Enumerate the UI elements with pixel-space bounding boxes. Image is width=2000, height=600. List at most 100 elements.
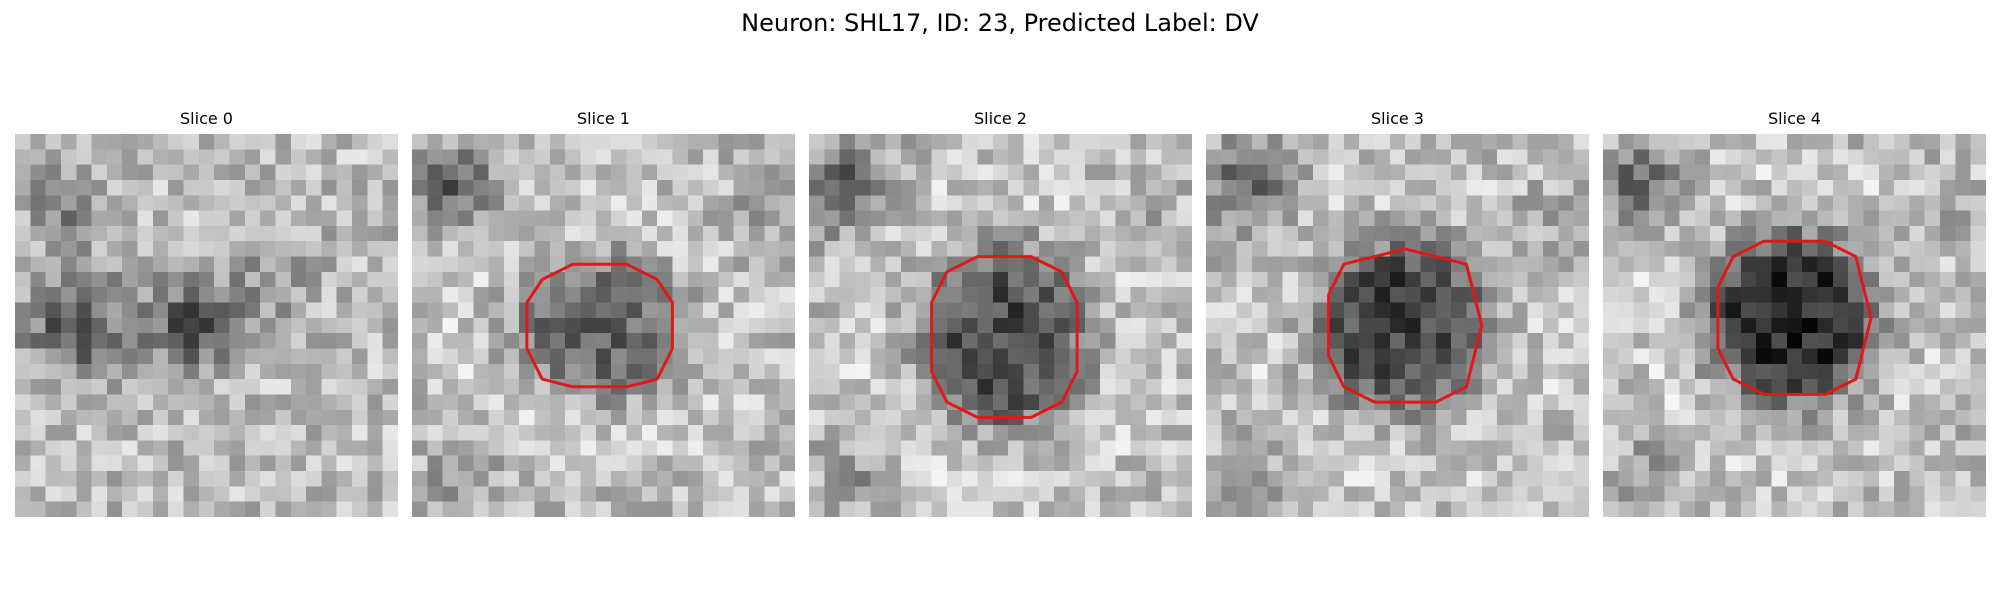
image-pixel <box>30 317 47 334</box>
image-pixel <box>382 471 398 487</box>
image-pixel <box>412 241 428 258</box>
image-pixel <box>1648 379 1665 396</box>
image-pixel <box>1664 379 1681 396</box>
image-pixel <box>503 134 520 150</box>
image-pixel <box>229 348 246 365</box>
image-pixel <box>824 394 841 411</box>
image-pixel <box>1558 455 1575 472</box>
image-pixel <box>214 210 231 227</box>
image-pixel <box>1206 149 1222 166</box>
image-pixel <box>657 455 674 472</box>
image-pixel <box>1069 241 1086 258</box>
image-pixel <box>703 256 719 273</box>
image-pixel <box>931 333 948 350</box>
image-pixel <box>244 302 261 319</box>
image-pixel <box>1832 134 1849 150</box>
image-pixel <box>1343 317 1360 334</box>
image-pixel <box>1633 409 1650 426</box>
slice-image <box>1206 134 1589 517</box>
image-pixel <box>122 210 139 227</box>
image-pixel <box>321 271 338 288</box>
image-pixel <box>809 471 825 487</box>
image-pixel <box>839 363 856 380</box>
image-pixel <box>1176 287 1192 304</box>
image-pixel <box>549 409 566 426</box>
image-pixel <box>122 471 139 487</box>
image-pixel <box>1756 134 1773 150</box>
image-pixel <box>809 164 825 181</box>
image-pixel <box>1313 271 1330 288</box>
image-pixel <box>1328 425 1345 441</box>
image-pixel <box>1146 425 1162 441</box>
image-pixel <box>1008 425 1025 441</box>
image-pixel <box>992 425 1009 441</box>
image-pixel <box>427 225 444 242</box>
image-pixel <box>503 471 520 487</box>
image-pixel <box>977 501 994 517</box>
image-pixel <box>1282 195 1299 212</box>
image-pixel <box>1940 179 1956 196</box>
image-pixel <box>229 471 246 487</box>
image-pixel <box>657 164 674 181</box>
image-pixel <box>733 164 750 181</box>
image-pixel <box>1176 486 1192 503</box>
image-pixel <box>1786 256 1803 273</box>
image-pixel <box>15 210 31 227</box>
image-pixel <box>1297 134 1314 150</box>
image-pixel <box>931 317 948 334</box>
image-pixel <box>1481 379 1498 396</box>
image-pixel <box>1054 440 1071 457</box>
image-pixel <box>1955 348 1972 365</box>
image-pixel <box>244 425 261 441</box>
image-pixel <box>1633 317 1650 334</box>
image-pixel <box>1955 333 1972 350</box>
image-pixel <box>214 302 231 319</box>
image-pixel <box>1130 348 1147 365</box>
image-pixel <box>1832 256 1849 273</box>
image-pixel <box>488 271 505 288</box>
image-pixel <box>214 164 231 181</box>
image-pixel <box>15 241 31 258</box>
image-pixel <box>1832 317 1849 334</box>
image-pixel <box>718 440 735 457</box>
image-pixel <box>457 379 474 396</box>
image-pixel <box>1725 363 1742 380</box>
image-pixel <box>306 317 322 334</box>
image-pixel <box>244 179 261 196</box>
image-pixel <box>1848 471 1865 487</box>
image-pixel <box>885 134 902 150</box>
image-pixel <box>306 501 322 517</box>
image-pixel <box>321 164 338 181</box>
image-pixel <box>1802 394 1819 411</box>
image-pixel <box>1420 333 1437 350</box>
image-pixel <box>565 317 582 334</box>
image-pixel <box>1161 409 1178 426</box>
image-pixel <box>152 241 169 258</box>
image-pixel <box>764 486 781 503</box>
image-pixel <box>427 195 444 212</box>
image-pixel <box>1878 164 1895 181</box>
image-pixel <box>1084 394 1101 411</box>
image-pixel <box>1648 241 1665 258</box>
image-pixel <box>168 379 185 396</box>
image-pixel <box>1405 287 1422 304</box>
image-pixel <box>1267 195 1284 212</box>
image-pixel <box>260 440 277 457</box>
image-pixel <box>183 149 200 166</box>
image-pixel <box>1359 287 1376 304</box>
image-pixel <box>1832 501 1849 517</box>
image-pixel <box>1251 179 1268 196</box>
image-pixel <box>473 333 490 350</box>
image-pixel <box>992 363 1009 380</box>
image-pixel <box>764 317 781 334</box>
image-pixel <box>1084 440 1101 457</box>
image-pixel <box>824 271 841 288</box>
image-pixel <box>1558 363 1575 380</box>
image-pixel <box>1497 149 1513 166</box>
image-pixel <box>1130 317 1147 334</box>
image-pixel <box>290 379 307 396</box>
image-pixel <box>76 302 93 319</box>
image-pixel <box>198 317 215 334</box>
image-pixel <box>183 486 200 503</box>
image-pixel <box>1328 149 1345 166</box>
